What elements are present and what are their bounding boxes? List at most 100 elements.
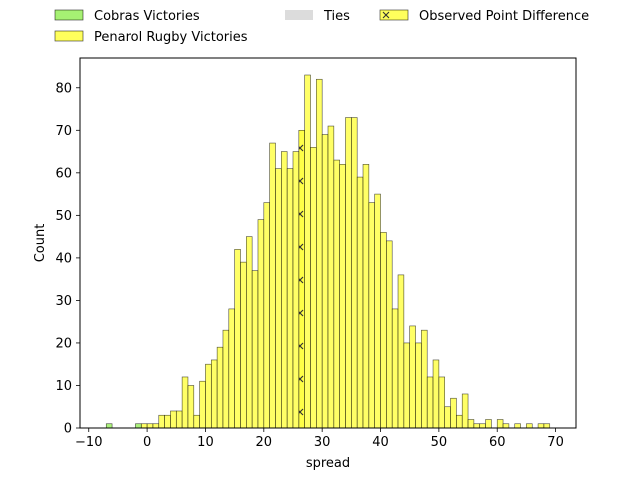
bars-group: [105, 74, 551, 429]
histogram-bar: [269, 142, 276, 429]
histogram-bar: [164, 414, 171, 429]
histogram-bar: [351, 117, 358, 429]
legend-item: Cobras Victories: [54, 9, 200, 24]
legend-item: Ties: [285, 9, 350, 24]
histogram-bar: [386, 240, 393, 429]
y-tick-label: 10: [55, 379, 72, 394]
histogram-bar: [292, 151, 300, 429]
x-tick-label: 30: [314, 435, 331, 450]
histogram-bar: [374, 193, 381, 429]
histogram-bar: [380, 232, 387, 429]
histogram-bar: [485, 419, 492, 429]
histogram-bar: [397, 274, 405, 429]
y-tick-label: 80: [55, 81, 72, 96]
histogram-bar: [181, 376, 189, 429]
histogram-bar: [502, 423, 510, 429]
histogram-bar: [240, 261, 247, 429]
histogram-bar: [479, 423, 486, 429]
histogram-bar: [175, 410, 183, 429]
x-tick-label: 40: [372, 435, 389, 450]
histogram-bar: [526, 423, 533, 429]
histogram-bar: [444, 406, 451, 429]
histogram-bar: [222, 329, 230, 429]
legend-label: Cobras Victories: [94, 9, 200, 24]
histogram-bar: [152, 423, 160, 429]
histogram-bar: [228, 308, 235, 429]
x-tick-label: 70: [547, 435, 564, 450]
histogram-bar: [362, 164, 370, 429]
y-tick-label: 60: [55, 166, 72, 181]
histogram-bar: [356, 176, 364, 429]
histogram-bar: [275, 168, 282, 429]
y-tick-label: 20: [55, 336, 72, 351]
y-tick-label: 30: [55, 294, 72, 309]
histogram-bar: [170, 410, 177, 429]
histogram-bar: [199, 380, 206, 429]
histogram-bar: [146, 423, 154, 429]
histogram-bar: [537, 423, 545, 429]
histogram-bar: [105, 423, 113, 429]
histogram-bar: [281, 151, 288, 429]
histogram-bar: [216, 346, 224, 429]
histogram-bar: [187, 385, 195, 429]
histogram-bar: [496, 419, 504, 429]
legend-item: Observed Point Difference: [379, 9, 589, 24]
histogram-bar: [339, 164, 346, 429]
histogram-bar: [345, 117, 352, 429]
histogram-bar: [321, 134, 329, 429]
histogram-bar: [461, 393, 469, 429]
legend-label: Ties: [323, 9, 350, 24]
y-tick-label: 50: [55, 209, 72, 224]
x-tick-label: 50: [431, 435, 448, 450]
histogram-bar: [327, 125, 335, 429]
histogram-bar: [456, 414, 463, 429]
histogram-bar: [286, 168, 294, 429]
histogram-bar: [426, 376, 434, 429]
legend-label: Penarol Rugby Victories: [94, 30, 248, 45]
y-axis-ticks: 0 10 20 30 40 50 60 70 80: [55, 81, 80, 437]
histogram-bar: [450, 397, 457, 429]
x-tick-label: 0: [143, 435, 151, 450]
x-tick-label: 60: [489, 435, 506, 450]
x-tick-label: 10: [197, 435, 214, 450]
histogram-bar: [543, 423, 551, 429]
plot-frame: [79, 57, 577, 429]
histogram-bar: [514, 423, 521, 429]
histogram-bar: [234, 249, 241, 429]
x-axis-label: spread: [306, 456, 350, 471]
x-tick-label: 20: [256, 435, 273, 450]
histogram-bar: [210, 359, 218, 429]
histogram-bar: [158, 414, 165, 429]
histogram-bar: [391, 308, 399, 429]
plot-area: [79, 57, 577, 429]
legend-swatch: [54, 9, 84, 21]
legend-item: Penarol Rugby Victories: [54, 30, 248, 45]
histogram-bar: [246, 236, 253, 429]
histogram-bar: [432, 359, 440, 429]
y-axis-label: Count: [33, 224, 48, 263]
histogram-bar: [135, 423, 142, 429]
legend-swatch: [285, 10, 313, 20]
x-axis-ticks: −10 0 10 20 30 40 50 60 70: [75, 428, 564, 450]
histogram-bar: [415, 342, 422, 429]
histogram-bar: [438, 376, 446, 429]
histogram-bar: [473, 423, 481, 429]
y-tick-label: 0: [64, 422, 72, 437]
y-tick-label: 40: [55, 251, 72, 266]
x-tick-label: −10: [75, 435, 102, 450]
histogram-bar: [310, 147, 317, 429]
histogram-bar: [257, 219, 265, 429]
histogram-bar: [403, 342, 410, 429]
legend-swatch: [379, 9, 409, 21]
histogram-bar: [316, 78, 323, 429]
histogram-bar: [333, 159, 340, 429]
histogram-bar: [467, 419, 475, 429]
histogram-bar: [421, 329, 428, 429]
histogram-bar: [193, 414, 200, 429]
histogram-bar: [251, 270, 259, 429]
histogram-bar: [409, 325, 416, 429]
histogram-bar-hatch: [298, 130, 305, 429]
legend-hatch-mark: [382, 11, 390, 19]
legend-label: Observed Point Difference: [419, 9, 589, 24]
histogram-bar: [263, 202, 270, 429]
